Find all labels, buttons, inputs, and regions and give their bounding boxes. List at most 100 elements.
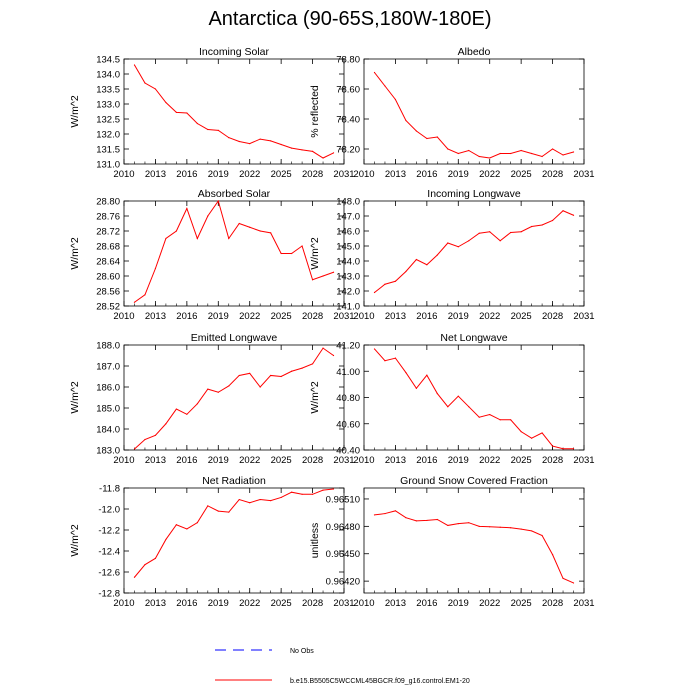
x-tick-label: 2025 (271, 598, 292, 609)
data-point (259, 230, 261, 232)
data-point (510, 419, 512, 421)
data-point (154, 88, 157, 90)
x-tick-label: 2025 (511, 455, 532, 466)
y-tick-label: 28.76 (96, 212, 120, 223)
data-point (572, 214, 575, 216)
data-point (175, 408, 177, 410)
chart-emitted-longwave: Emitted Longwave W/m^2 2010 2013 2016 2019 202… (69, 332, 355, 466)
x-tick-label: 2025 (511, 598, 532, 609)
data-point (301, 493, 303, 495)
y-tick-label: 28.64 (96, 257, 120, 268)
data-point (228, 137, 230, 139)
data-point (394, 510, 397, 512)
data-point (415, 387, 417, 389)
chart-title: Absorbed Solar (198, 188, 271, 200)
data-point (332, 354, 335, 357)
y-tick-label: 132.0 (96, 130, 120, 141)
data-point (207, 388, 209, 390)
data-point (478, 155, 480, 158)
chart-title: Albedo (458, 46, 491, 58)
data-point (238, 374, 240, 377)
data-point (384, 283, 386, 285)
y-axis-label: W/m^2 (69, 524, 81, 557)
data-point (572, 448, 575, 450)
data-point (217, 391, 219, 393)
x-tick-label: 2022 (479, 311, 500, 322)
chart-title: Emitted Longwave (191, 332, 278, 344)
data-point (154, 557, 157, 559)
data-point (270, 374, 272, 377)
data-point (196, 522, 198, 524)
data-point (551, 445, 554, 447)
data-point (270, 140, 272, 142)
data-point (510, 527, 512, 529)
x-tick-label: 2016 (416, 455, 437, 466)
x-tick-label: 2025 (271, 455, 292, 466)
x-tick-label: 2010 (113, 455, 134, 466)
series-line (374, 72, 574, 159)
plot-frame (363, 487, 585, 594)
data-point (280, 143, 282, 146)
y-tick-label: 28.52 (96, 302, 120, 313)
data-point (175, 230, 177, 232)
data-point (280, 252, 282, 255)
data-point (489, 157, 491, 159)
x-tick-label: 2031 (333, 311, 354, 322)
data-point (405, 119, 407, 122)
y-tick-label: 78.40 (336, 115, 360, 126)
x-tick-label: 2028 (542, 311, 563, 322)
x-tick-label: 2010 (353, 598, 374, 609)
data-point (322, 347, 324, 349)
data-point (468, 522, 470, 524)
data-point (207, 128, 209, 131)
x-tick-label: 2028 (542, 455, 563, 466)
data-point (394, 98, 397, 101)
data-point (322, 275, 324, 277)
plot-frame (363, 58, 585, 165)
data-point (280, 375, 282, 378)
x-tick-label: 2013 (145, 169, 166, 180)
x-tick-label: 2031 (333, 169, 354, 180)
data-point (238, 140, 240, 143)
data-point (531, 437, 533, 439)
x-tick-label: 2019 (448, 169, 469, 180)
x-tick-label: 2031 (573, 598, 594, 609)
y-axis-label: W/m^2 (69, 95, 81, 128)
chart-incoming-solar: Incoming Solar W/m^2 2010 2013 2016 2019 2022 2… (69, 46, 355, 180)
plot-frame (123, 344, 345, 451)
x-tick-label: 2010 (113, 169, 134, 180)
series-line (134, 199, 334, 303)
data-point (436, 518, 438, 521)
x-tick-label: 2025 (271, 311, 292, 322)
data-point (541, 155, 543, 158)
y-tick-label: 148.0 (336, 197, 360, 208)
data-point (426, 264, 428, 266)
chart-title: Net Longwave (440, 332, 507, 344)
data-point (531, 530, 533, 532)
x-tick-label: 2022 (239, 169, 260, 180)
data-point (301, 245, 303, 247)
data-point (332, 152, 335, 154)
data-point (291, 491, 293, 493)
data-point (436, 136, 438, 138)
data-point (373, 71, 376, 74)
data-point (332, 271, 335, 273)
y-tick-label: 187.0 (96, 362, 120, 373)
y-tick-label: 0.96480 (326, 522, 360, 533)
data-point (249, 372, 251, 374)
x-tick-label: 2010 (353, 455, 374, 466)
data-point (228, 511, 230, 513)
data-point (217, 200, 219, 202)
data-point (196, 122, 198, 125)
data-point (144, 564, 146, 566)
data-point (154, 434, 157, 436)
y-tick-label: 28.60 (96, 272, 120, 283)
x-tick-label: 2022 (479, 598, 500, 609)
y-tick-label: 183.0 (96, 446, 120, 457)
data-point (551, 554, 554, 556)
data-point (259, 138, 261, 140)
y-tick-label: 144.0 (336, 257, 360, 268)
x-tick-label: 2013 (385, 169, 406, 180)
x-tick-label: 2010 (353, 311, 374, 322)
